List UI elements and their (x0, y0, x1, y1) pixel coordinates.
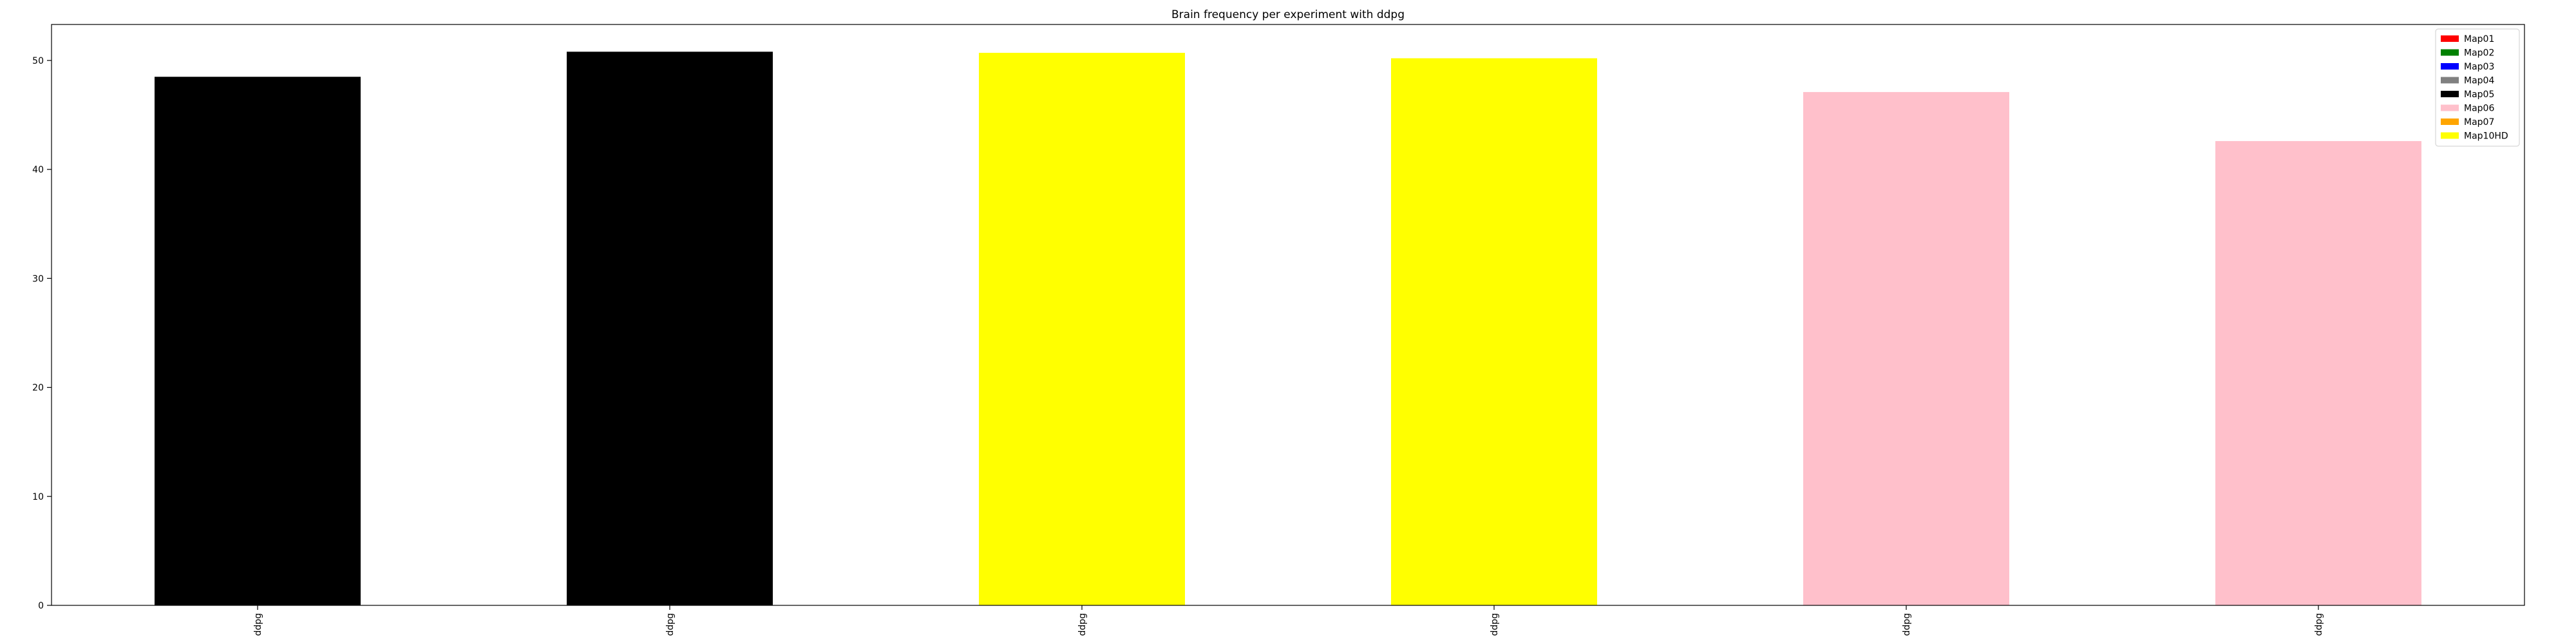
legend-label: Map01 (2464, 34, 2494, 44)
legend-label: Map06 (2464, 104, 2494, 114)
y-tick-label: 20 (32, 383, 44, 393)
bar (155, 77, 361, 605)
legend-label: Map07 (2464, 117, 2494, 128)
y-tick-label: 0 (38, 601, 44, 611)
legend: Map01 Map02 Map03 Map04 Map05 Map06 Map07 Map10… (2435, 28, 2520, 147)
x-tick-label: ddpg (1902, 613, 1912, 636)
bars-group (155, 52, 2421, 606)
y-tick-label: 50 (32, 56, 44, 66)
legend-label: Map03 (2464, 62, 2494, 72)
legend-swatch (2441, 63, 2459, 70)
plot-frame (51, 24, 2525, 606)
y-axis: 0 10 20 30 40 50 (32, 56, 52, 611)
x-axis: ddpg ddpg ddpg ddpg ddpg ddpg (253, 605, 2324, 636)
legend-swatch (2441, 49, 2459, 56)
legend-label: Map10HD (2464, 131, 2508, 142)
y-tick-label: 40 (32, 165, 44, 175)
x-tick-label: ddpg (1077, 613, 1088, 636)
x-tick-label: ddpg (253, 613, 263, 636)
legend-label: Map04 (2464, 76, 2494, 86)
x-tick-label: ddpg (1490, 613, 1500, 636)
bar (1803, 91, 2009, 605)
legend-swatch (2441, 91, 2459, 97)
bar (567, 52, 773, 606)
legend-swatch (2441, 118, 2459, 125)
y-tick-label: 10 (32, 492, 44, 502)
legend-label: Map05 (2464, 90, 2494, 100)
x-tick-label: ddpg (665, 613, 676, 636)
legend-label: Map02 (2464, 48, 2494, 59)
y-tick-label: 30 (32, 274, 44, 284)
legend-box (2435, 28, 2520, 147)
chart-title: Brain frequency per experiment with ddpg (1171, 8, 1405, 21)
legend-swatch (2441, 35, 2459, 42)
legend-swatch (2441, 132, 2459, 139)
bar (1391, 58, 1597, 605)
legend-swatch (2441, 104, 2459, 111)
bar (2215, 141, 2421, 606)
legend-swatch (2441, 77, 2459, 84)
bar (979, 53, 1185, 605)
x-tick-label: ddpg (2314, 613, 2324, 636)
